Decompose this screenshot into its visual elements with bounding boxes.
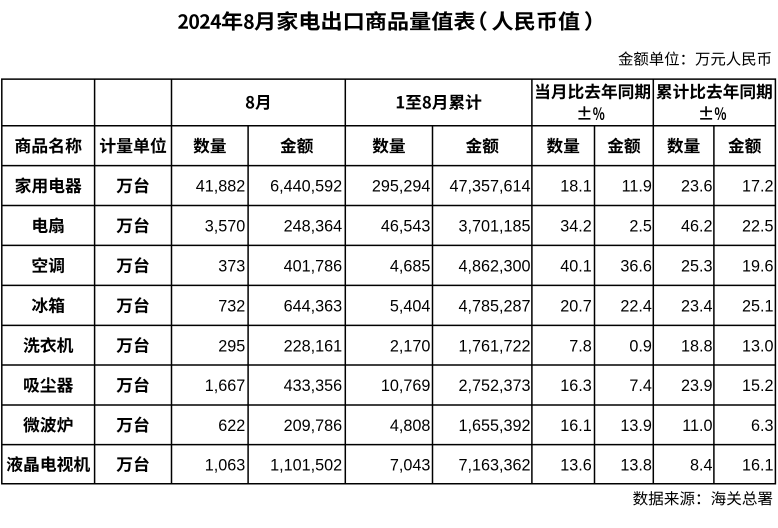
svg-text:4,785,287: 4,785,287 (458, 298, 530, 316)
svg-text:644,363: 644,363 (284, 298, 343, 316)
svg-text:34.2: 34.2 (560, 218, 592, 236)
svg-text:25.1: 25.1 (742, 298, 774, 316)
svg-text:46,543: 46,543 (381, 218, 431, 236)
svg-text:13.9: 13.9 (620, 417, 652, 435)
svg-text:36.6: 36.6 (620, 258, 652, 276)
svg-text:7,163,362: 7,163,362 (458, 456, 530, 474)
svg-text:4,862,300: 4,862,300 (458, 258, 530, 276)
svg-text:10,769: 10,769 (381, 377, 431, 395)
svg-text:295,294: 295,294 (372, 178, 431, 196)
svg-text:13.6: 13.6 (560, 456, 592, 474)
svg-text:1,667: 1,667 (205, 377, 246, 395)
svg-text:16.3: 16.3 (560, 377, 592, 395)
svg-text:209,786: 209,786 (284, 417, 343, 435)
svg-text:13.8: 13.8 (620, 456, 652, 474)
svg-text:23.6: 23.6 (681, 178, 713, 196)
svg-text:8.4: 8.4 (690, 456, 713, 474)
svg-text:2.5: 2.5 (629, 218, 652, 236)
svg-text:18.1: 18.1 (560, 178, 592, 196)
svg-text:22.5: 22.5 (742, 218, 774, 236)
svg-text:46.2: 46.2 (681, 218, 713, 236)
svg-text:433,356: 433,356 (284, 377, 343, 395)
svg-text:40.1: 40.1 (560, 258, 592, 276)
svg-text:373: 373 (218, 258, 245, 276)
svg-text:248,364: 248,364 (284, 218, 343, 236)
svg-text:17.2: 17.2 (742, 178, 774, 196)
svg-text:622: 622 (218, 417, 245, 435)
svg-text:6,440,592: 6,440,592 (270, 178, 342, 196)
svg-text:47,357,614: 47,357,614 (449, 178, 530, 196)
svg-text:401,786: 401,786 (284, 258, 343, 276)
svg-text:732: 732 (218, 298, 245, 316)
svg-text:7,043: 7,043 (390, 456, 431, 474)
svg-text:16.1: 16.1 (560, 417, 592, 435)
svg-text:3,701,185: 3,701,185 (458, 218, 530, 236)
svg-text:228,161: 228,161 (284, 337, 343, 355)
svg-text:1,761,722: 1,761,722 (458, 337, 530, 355)
svg-text:25.3: 25.3 (681, 258, 713, 276)
svg-text:11.0: 11.0 (682, 417, 712, 435)
svg-text:6.3: 6.3 (751, 417, 774, 435)
svg-text:295: 295 (218, 337, 245, 355)
svg-text:1,655,392: 1,655,392 (458, 417, 530, 435)
svg-text:1,101,502: 1,101,502 (270, 456, 342, 474)
svg-text:11.9: 11.9 (622, 178, 652, 196)
svg-text:41,882: 41,882 (196, 178, 246, 196)
svg-text:7.8: 7.8 (569, 337, 592, 355)
svg-text:19.6: 19.6 (742, 258, 774, 276)
svg-text:2,170: 2,170 (390, 337, 431, 355)
svg-text:20.7: 20.7 (560, 298, 592, 316)
svg-text:15.2: 15.2 (742, 377, 774, 395)
svg-text:0.9: 0.9 (629, 337, 652, 355)
svg-text:1,063: 1,063 (205, 456, 246, 474)
svg-text:2,752,373: 2,752,373 (458, 377, 530, 395)
svg-text:5,404: 5,404 (390, 298, 431, 316)
svg-text:3,570: 3,570 (205, 218, 246, 236)
svg-text:23.9: 23.9 (681, 377, 713, 395)
svg-text:13.0: 13.0 (742, 337, 774, 355)
svg-text:7.4: 7.4 (629, 377, 652, 395)
svg-text:22.4: 22.4 (620, 298, 652, 316)
svg-text:4,808: 4,808 (390, 417, 431, 435)
svg-text:18.8: 18.8 (681, 337, 713, 355)
svg-text:23.4: 23.4 (681, 298, 713, 316)
svg-text:4,685: 4,685 (390, 258, 431, 276)
svg-text:16.1: 16.1 (742, 456, 774, 474)
